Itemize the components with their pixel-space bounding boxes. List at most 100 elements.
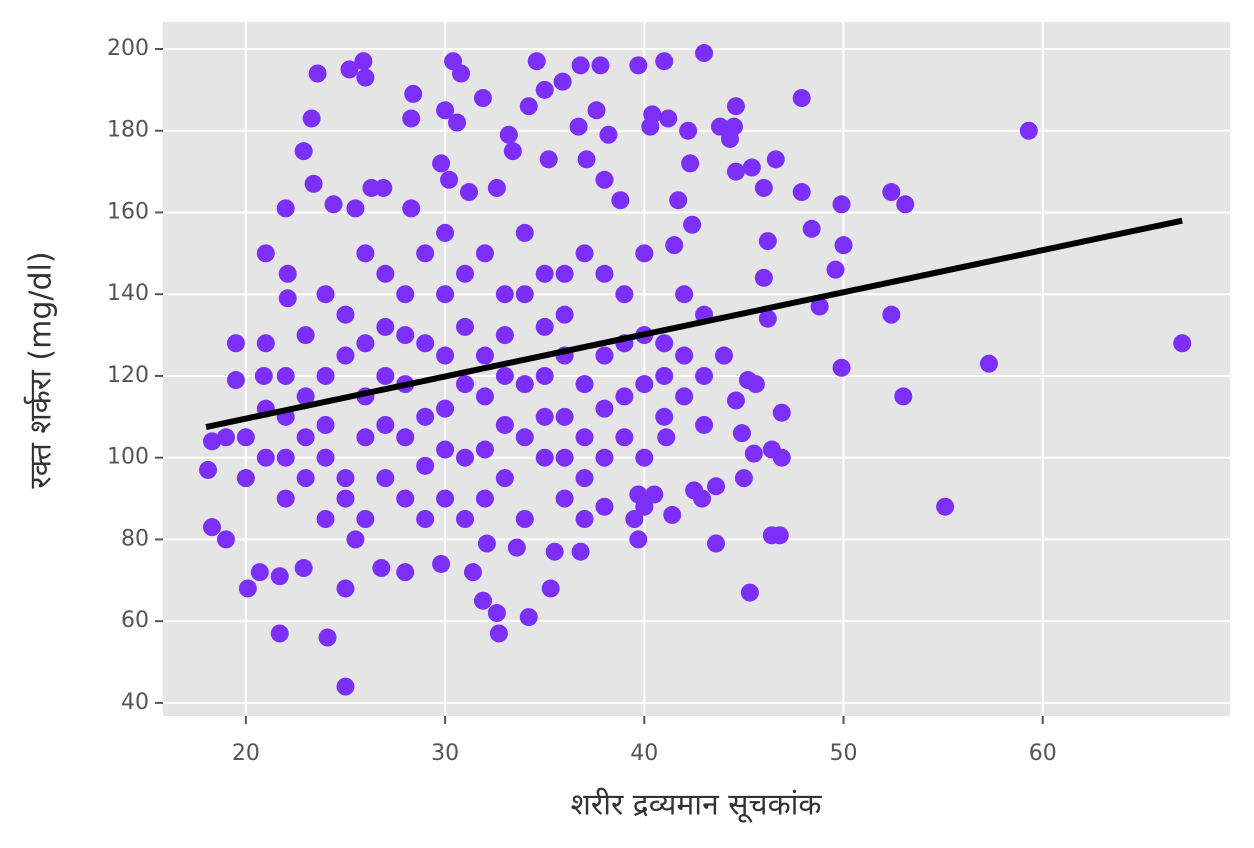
data-point	[256, 244, 275, 263]
data-point	[744, 444, 763, 463]
data-point	[734, 469, 753, 488]
data-point	[535, 264, 554, 283]
data-point	[250, 563, 269, 582]
data-point	[436, 346, 455, 365]
y-tick-label: 200	[107, 36, 149, 61]
data-point	[553, 72, 572, 91]
data-point	[515, 223, 534, 242]
data-point	[236, 428, 255, 447]
data-point	[615, 387, 634, 406]
data-point	[936, 497, 955, 516]
data-point	[577, 150, 596, 169]
data-point	[356, 334, 375, 353]
data-point	[685, 481, 704, 500]
data-point	[495, 285, 514, 304]
data-point	[834, 236, 853, 255]
data-point	[203, 432, 222, 451]
data-point	[657, 428, 676, 447]
data-point	[346, 199, 365, 218]
data-point	[376, 415, 395, 434]
data-point	[754, 268, 773, 287]
data-point	[635, 448, 654, 467]
data-point	[495, 415, 514, 434]
data-point	[416, 334, 435, 353]
data-point	[396, 563, 415, 582]
data-point	[535, 448, 554, 467]
data-point	[475, 489, 494, 508]
data-point	[599, 125, 618, 144]
data-point	[515, 509, 534, 528]
data-point	[463, 563, 482, 582]
data-point	[595, 497, 614, 516]
x-tick-label: 60	[1029, 741, 1057, 766]
data-point	[896, 195, 915, 214]
data-point	[316, 448, 335, 467]
x-tick-label: 30	[431, 741, 459, 766]
data-point	[615, 428, 634, 447]
data-point	[416, 509, 435, 528]
data-point	[216, 428, 235, 447]
data-point	[495, 469, 514, 488]
data-point	[456, 375, 475, 394]
data-point	[635, 244, 654, 263]
data-point	[404, 84, 423, 103]
data-point	[495, 326, 514, 345]
data-point	[487, 604, 506, 623]
data-point	[416, 244, 435, 263]
data-point	[276, 489, 295, 508]
data-point	[571, 56, 590, 75]
data-point	[571, 542, 590, 561]
data-point	[629, 56, 648, 75]
data-point	[226, 334, 245, 353]
data-point	[645, 485, 664, 504]
data-point	[772, 403, 791, 422]
data-point	[535, 80, 554, 99]
data-point	[695, 415, 714, 434]
data-point	[487, 178, 506, 197]
data-point	[495, 366, 514, 385]
data-point	[539, 150, 558, 169]
data-point	[665, 236, 684, 255]
data-point	[336, 677, 355, 696]
y-tick-label: 120	[107, 363, 149, 388]
data-point	[356, 428, 375, 447]
data-point	[372, 559, 391, 578]
data-point	[346, 530, 365, 549]
data-point	[336, 469, 355, 488]
data-point	[402, 199, 421, 218]
data-point	[396, 326, 415, 345]
data-point	[832, 358, 851, 377]
data-point	[336, 305, 355, 324]
data-point	[302, 109, 321, 128]
data-point	[683, 215, 702, 234]
data-point	[515, 428, 534, 447]
data-point	[324, 195, 343, 214]
data-point	[681, 154, 700, 173]
data-point	[436, 285, 455, 304]
data-point	[595, 448, 614, 467]
data-point	[611, 191, 630, 210]
data-point	[595, 346, 614, 365]
data-point	[527, 52, 546, 71]
x-tick-label: 50	[830, 741, 858, 766]
y-axis-title: रक्त शर्करा (mg/dl)	[24, 251, 59, 488]
data-point	[475, 440, 494, 459]
data-point	[396, 285, 415, 304]
data-point	[979, 354, 998, 373]
data-point	[477, 534, 496, 553]
data-point	[376, 317, 395, 336]
data-point	[475, 387, 494, 406]
data-point	[276, 448, 295, 467]
y-tick-label: 60	[121, 608, 149, 633]
data-point	[635, 375, 654, 394]
data-point	[503, 142, 522, 161]
data-point	[356, 244, 375, 263]
data-point	[448, 113, 467, 132]
data-point	[555, 407, 574, 426]
data-point	[766, 150, 785, 169]
data-point	[456, 509, 475, 528]
data-point	[541, 579, 560, 598]
data-point	[738, 371, 757, 390]
data-point	[675, 285, 694, 304]
